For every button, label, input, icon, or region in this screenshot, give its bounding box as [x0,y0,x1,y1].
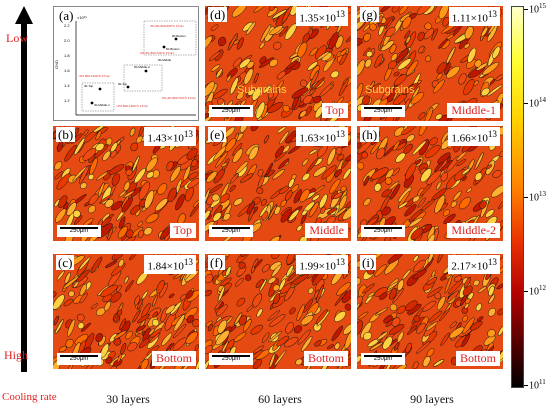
panel-h-tag: (h) [360,127,380,142]
low-label: Low [6,31,28,45]
panel-f-position: Bottom [303,351,348,366]
gnd-summary-chart: 2.2 2.0 1.8 1.6 1.4 1.2 ×10¹³ GND 30-Mid… [54,15,197,116]
y-exponent: ×10¹³ [77,15,87,20]
column-label-30-layers: 30 layers [106,392,150,406]
panel-i-grain-map: (i) 2.17×1013 Bottom 250μm [357,254,503,369]
column-label-60-layers: 60 layers [258,392,302,406]
cooling-rate-caption: Cooling rate [2,391,57,403]
panel-d-grain-map: (d) 1.35×1013 Subgrains Top 250μm [205,6,351,121]
colorbar-tick-1e15: 1015 [529,2,546,16]
panel-h-grain-map: (h) 1.66×1013 Middle-2 250μm [357,126,503,241]
panel-d-tag: (d) [208,7,228,22]
grain-map-c [53,254,199,369]
panel-f-tag: (f) [208,255,225,270]
svg-text:30-Top: 30-Top [84,84,94,88]
panel-e-gnd-value: 1.63×1013 [296,127,348,146]
ylabel-gnd: GND [54,60,59,69]
point-60-top [126,85,130,89]
svg-text:4%-9% 800-600°C 17min: 4%-9% 800-600°C 17min [150,24,184,28]
panel-c-position: Bottom [151,351,196,366]
ytick-1-4: 1.4 [64,83,70,88]
high-label: High [4,348,28,362]
panel-d-gnd-value: 1.35×1013 [296,7,348,26]
svg-text:30-Middle-1: 30-Middle-1 [94,103,110,107]
scale-bar: 250μm [209,353,253,365]
scale-bar: 250μm [209,105,253,117]
panel-f-grain-map: (f) 1.99×1013 Bottom 250μm [205,254,351,369]
scale-bar: 250μm [57,225,101,237]
colorbar-tick-1e11: 1011 [529,378,546,392]
panel-c-gnd-value: 1.84×1013 [144,255,196,274]
panel-a-tag: (a) [57,8,76,23]
panel-g-position: Middle-1 [447,103,500,118]
svg-text:60-Top: 60-Top [118,82,128,86]
panel-b-grain-map: (b) 1.43×1013 Top 250μm [53,126,199,241]
gnd-colorbar [511,6,524,388]
panel-e-tag: (e) [208,127,227,142]
panel-g-gnd-value: 1.11×1013 [448,7,500,26]
svg-text:90-Middle: 90-Middle [158,58,172,62]
panel-i-tag: (i) [360,255,377,270]
panel-i-position: Bottom [455,351,500,366]
panel-c-grain-map: (c) 1.84×1013 Bottom 250μm [53,254,199,369]
panel-c-tag: (c) [56,255,75,270]
svg-text:60-Bottom: 60-Bottom [166,47,180,51]
svg-text:2%-4% 800-700°C 27min: 2%-4% 800-700°C 27min [140,51,174,55]
panel-g-subgrains-label: Subgrains [365,84,415,96]
point-90-bottom [174,37,178,41]
panel-g-tag: (g) [360,7,380,22]
point-30-top [98,87,102,91]
scale-bar: 250μm [361,225,405,237]
panel-e-grain-map: (e) 1.63×1013 Middle 250μm [205,126,351,241]
point-60-middle-2 [144,69,148,73]
scale-bar: 250μm [361,353,405,365]
panel-h-position: Middle-2 [447,223,500,238]
ytick-2-0: 2.0 [64,38,70,43]
column-label-90-layers: 90 layers [410,392,454,406]
scale-bar: 250μm [361,105,405,117]
point-60-bottom [162,45,166,49]
panel-b-position: Top [169,223,196,238]
svg-text:2%-4% 800-700°C 17min: 2%-4% 800-700°C 17min [162,96,196,100]
colorbar-tick-1e13: 1013 [529,190,546,204]
scale-bar: 250μm [57,353,101,365]
panel-g-grain-map: (g) 1.11×1013 Subgrains Middle-1 250μm [357,6,503,121]
panel-i-gnd-value: 2.17×1013 [448,255,500,274]
svg-text:<2% 800-1200°C 27min: <2% 800-1200°C 27min [116,104,148,108]
panel-d-subgrains-label: Subgrains [237,84,287,96]
cooling-rate-arrow [15,6,33,372]
svg-text:90-Bottom: 90-Bottom [172,34,186,38]
svg-text:60-Middle-2: 60-Middle-2 [134,65,150,69]
point-30-middle-1 [90,101,94,105]
svg-text:<2% 800-1200°C 27min: <2% 800-1200°C 27min [78,74,110,78]
ytick-2-2: 2.2 [64,23,70,28]
panel-e-position: Middle [305,223,348,238]
panel-f-gnd-value: 1.99×1013 [296,255,348,274]
ytick-1-6: 1.6 [64,68,70,73]
ytick-1-8: 1.8 [64,53,70,58]
panel-h-gnd-value: 1.66×1013 [448,127,500,146]
grain-map-b [53,126,199,241]
panel-b-tag: (b) [56,127,76,142]
ytick-1-2: 1.2 [64,98,70,103]
scale-bar: 250μm [209,225,253,237]
colorbar-tick-1e14: 1014 [529,96,546,110]
panel-d-position: Top [321,103,348,118]
panel-b-gnd-value: 1.43×1013 [144,127,196,146]
colorbar-tick-1e12: 1012 [529,284,546,298]
panel-a-gnd-plot: (a) 2.2 2.0 1.8 1.6 1.4 1.2 ×10¹³ GND 30… [53,6,199,121]
